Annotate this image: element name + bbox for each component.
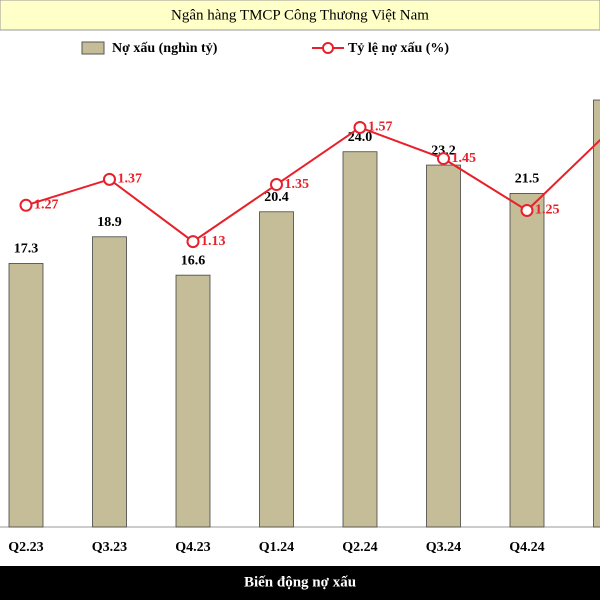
footer-text: Biến động nợ xấu — [244, 574, 356, 590]
line-value-label: 1.13 — [201, 234, 226, 249]
x-tick-label: Q1.24 — [259, 540, 294, 555]
line-marker — [186, 235, 200, 249]
legend-label: Tỷ lệ nợ xấu (%) — [348, 41, 449, 56]
line-value-label: 1.37 — [118, 172, 143, 187]
line-marker — [353, 120, 367, 134]
line-marker — [270, 178, 283, 192]
x-tick-label: Q2.24 — [342, 540, 377, 555]
bar-value-label: 24.0 — [348, 130, 373, 145]
bar — [175, 274, 211, 528]
bar — [509, 193, 545, 528]
legend-label: Nợ xấu (nghìn tỷ) — [112, 41, 218, 56]
legend-swatch — [81, 41, 105, 55]
line — [25, 126, 600, 243]
x-tick-label: Q4.23 — [175, 540, 210, 555]
legend-marker — [322, 42, 334, 54]
line-marker — [437, 152, 450, 166]
x-tick-label: Q3.24 — [426, 540, 461, 555]
chart-title: Ngân hàng TMCP Công Thương Việt Nam — [171, 7, 429, 23]
bar-value-label: 23.2 — [431, 143, 456, 158]
line-value-label: 1.27 — [34, 198, 59, 213]
line-value-label: 1.45 — [452, 151, 477, 166]
bar — [92, 236, 127, 528]
bar-value-label: 18.9 — [97, 215, 122, 230]
bar-value-label: 20.4 — [264, 190, 289, 205]
line-value-label: 1.35 — [285, 177, 310, 192]
x-tick-label: Q4.24 — [509, 540, 544, 555]
bar — [259, 211, 294, 528]
title-banner — [0, 0, 600, 31]
x-tick-label: Q2.23 — [8, 540, 43, 555]
line-marker — [520, 203, 534, 217]
bar — [593, 99, 600, 528]
line-marker — [19, 198, 33, 212]
bar — [342, 151, 378, 528]
bar-value-label: 16.6 — [181, 253, 206, 268]
footer-banner — [0, 566, 600, 600]
x-tick-label: Q3.23 — [92, 540, 127, 555]
bar — [8, 263, 44, 528]
bar — [426, 164, 461, 528]
line-marker — [103, 172, 116, 186]
bar-value-label: 21.5 — [515, 172, 540, 187]
line-value-label: 1.57 — [368, 120, 393, 135]
bar-value-label: 17.3 — [14, 242, 39, 257]
line-value-label: 1.25 — [535, 203, 560, 218]
